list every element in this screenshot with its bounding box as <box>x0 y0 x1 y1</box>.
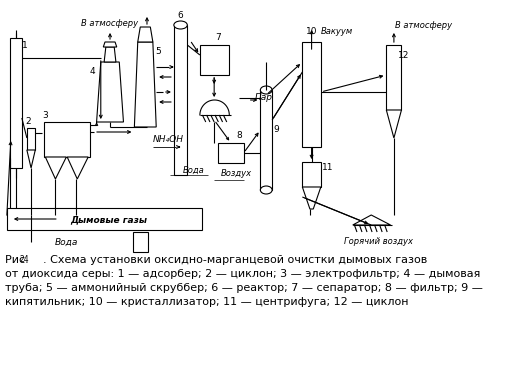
Text: 7: 7 <box>216 33 221 41</box>
Text: 8: 8 <box>236 131 242 139</box>
Text: 2: 2 <box>25 117 30 127</box>
Bar <box>174 25 187 175</box>
Bar <box>27 128 35 150</box>
Text: Воздух: Воздух <box>221 168 252 178</box>
Text: Вода: Вода <box>182 166 204 174</box>
Text: 6: 6 <box>178 11 184 19</box>
Text: Дымовые газы: Дымовые газы <box>71 215 148 225</box>
Polygon shape <box>353 215 391 225</box>
Text: 9: 9 <box>273 126 279 134</box>
Bar <box>200 45 229 75</box>
Text: от диоксида серы: 1 — адсорбер; 2 — циклон; 3 — электрофильтр; 4 — дымовая: от диоксида серы: 1 — адсорбер; 2 — цикл… <box>5 269 480 279</box>
Bar <box>302 162 321 187</box>
Polygon shape <box>103 42 117 47</box>
Bar <box>386 45 401 110</box>
Bar <box>10 38 22 168</box>
Polygon shape <box>386 110 401 138</box>
Ellipse shape <box>261 186 272 194</box>
Bar <box>218 143 244 163</box>
Polygon shape <box>45 157 67 179</box>
Text: 1: 1 <box>22 41 27 51</box>
Bar <box>7 208 202 230</box>
Polygon shape <box>96 62 123 122</box>
Text: NH₄OH: NH₄OH <box>153 135 184 145</box>
Bar <box>302 42 321 147</box>
Polygon shape <box>138 27 153 42</box>
Text: В атмосферу: В атмосферу <box>395 21 452 29</box>
Text: 12: 12 <box>398 51 410 59</box>
Text: Рис.: Рис. <box>5 255 33 265</box>
Text: В атмосферу: В атмосферу <box>82 19 139 29</box>
Text: труба; 5 — аммонийный скруббер; 6 — реактор; 7 — сепаратор; 8 — фильтр; 9 —: труба; 5 — аммонийный скруббер; 6 — реак… <box>5 283 483 293</box>
Text: Вакуум: Вакуум <box>320 28 353 36</box>
Polygon shape <box>27 150 35 168</box>
Text: 3: 3 <box>42 112 48 120</box>
Text: Вода: Вода <box>55 237 78 247</box>
Text: 24: 24 <box>19 255 29 264</box>
Bar <box>44 122 90 157</box>
Bar <box>133 232 148 252</box>
Ellipse shape <box>174 21 187 29</box>
Polygon shape <box>302 187 321 209</box>
Polygon shape <box>134 42 156 127</box>
Text: 4: 4 <box>90 68 95 76</box>
Bar <box>261 90 272 190</box>
Text: Горячий воздух: Горячий воздух <box>344 236 413 246</box>
Polygon shape <box>104 47 116 62</box>
Polygon shape <box>67 157 88 179</box>
Text: 10: 10 <box>306 28 317 36</box>
Text: . Схема установки оксидно-марганцевой очистки дымовых газов: . Схема установки оксидно-марганцевой оч… <box>28 255 427 265</box>
Text: 5: 5 <box>155 47 161 57</box>
Ellipse shape <box>261 86 272 94</box>
Text: кипятильник; 10 — кристаллизатор; 11 — центрифуга; 12 — циклон: кипятильник; 10 — кристаллизатор; 11 — ц… <box>5 297 409 307</box>
Text: Пар: Пар <box>255 94 273 102</box>
Text: 11: 11 <box>322 163 333 171</box>
